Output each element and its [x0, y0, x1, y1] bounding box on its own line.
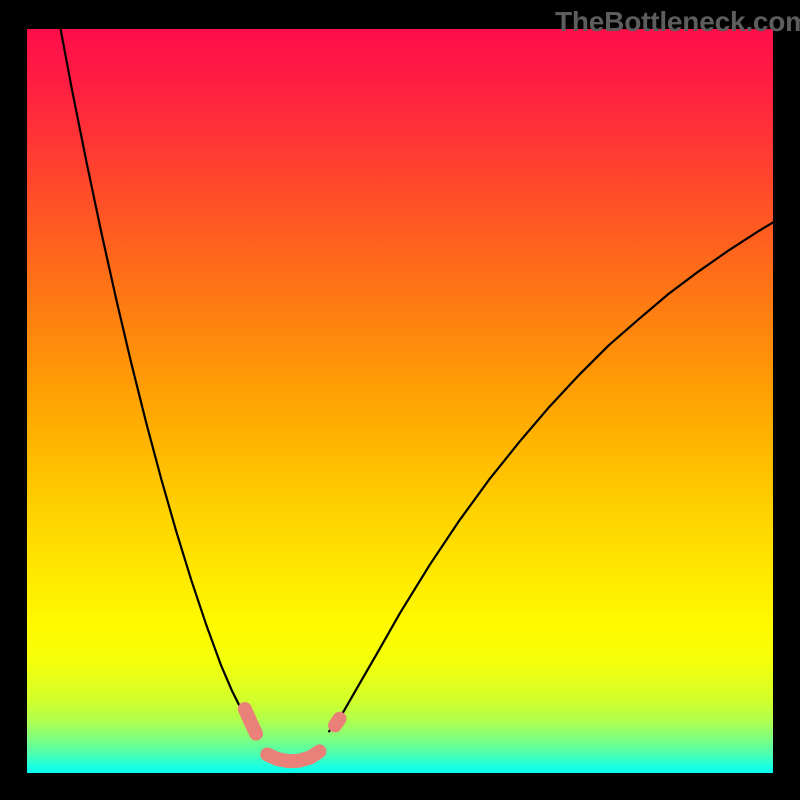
chart-frame [27, 29, 773, 773]
watermark-text: TheBottleneck.com [555, 6, 800, 38]
chart-canvas [27, 29, 773, 773]
plot-background [27, 29, 773, 773]
overlay-right-ascent-dot [335, 719, 339, 726]
